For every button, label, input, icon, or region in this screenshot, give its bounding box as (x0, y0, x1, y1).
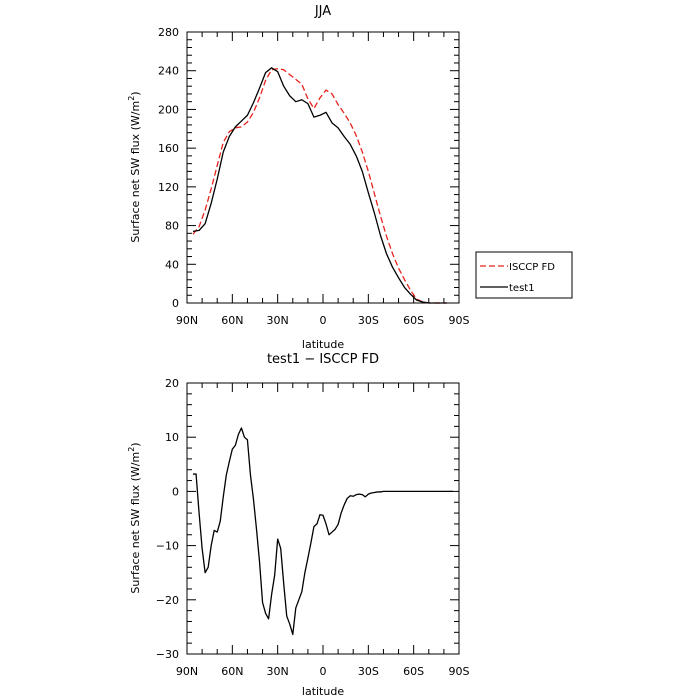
bottom-plot-frame (186, 382, 460, 655)
x-tick-label: 0 (320, 314, 327, 327)
x-tick-label: 60N (221, 314, 243, 327)
top-y-axis-label: Surface net SW flux (W/m2) (127, 91, 142, 242)
top-chart-title: JJA (314, 4, 331, 19)
x-tick-label: 30S (358, 314, 379, 327)
y-tick-label: 120 (158, 181, 179, 194)
x-tick-label: 30N (267, 314, 289, 327)
top-series-group (192, 67, 447, 304)
top-x-axis-label: latitude (302, 338, 344, 351)
series-line-isccp-fd (192, 68, 447, 304)
legend-box (475, 251, 573, 299)
y-tick-label: 200 (158, 103, 179, 116)
legend: ISCCP FD test1 (475, 251, 573, 299)
bottom-y-axis-label-close: ) (129, 442, 142, 446)
top-plot-frame (186, 31, 460, 304)
top-x-tick-labels: 90N 60N 30N 0 30S 60S 90S (176, 314, 470, 327)
top-y-axis-label-close: ) (129, 91, 142, 95)
x-tick-label: 90S (449, 314, 470, 327)
top-y-tick-labels: 0 40 80 120 160 200 240 280 (158, 26, 179, 310)
y-tick-label: 0 (172, 297, 179, 310)
x-tick-label: 90S (449, 665, 470, 678)
x-tick-label: 90N (176, 314, 198, 327)
x-tick-label: 60S (403, 665, 424, 678)
y-tick-label: −30 (156, 648, 179, 661)
bottom-chart-title: test1 − ISCCP FD (267, 352, 379, 367)
bottom-x-axis-label: latitude (302, 685, 344, 698)
x-tick-label: 60S (403, 314, 424, 327)
x-tick-label: 30S (358, 665, 379, 678)
y-tick-label: 10 (165, 431, 179, 444)
bottom-chart-panel: test1 − ISCCP FD 90N 60N 30N 0 30S 60S 90S −30… (127, 352, 470, 698)
y-tick-label: 280 (158, 26, 179, 39)
y-tick-label: 160 (158, 142, 179, 155)
bottom-x-tick-labels: 90N 60N 30N 0 30S 60S 90S (176, 665, 470, 678)
legend-label-test1: test1 (509, 283, 535, 294)
x-tick-label: 60N (221, 665, 243, 678)
top-axis-ticks (186, 31, 460, 304)
bottom-series-group (193, 427, 453, 636)
x-tick-label: 30N (267, 665, 289, 678)
bottom-y-axis-label-superscript: 2 (127, 447, 136, 452)
top-y-axis-label-superscript: 2 (127, 96, 136, 101)
y-tick-label: 240 (158, 65, 179, 78)
bottom-y-axis-label: Surface net SW flux (W/m2) (127, 442, 142, 593)
top-chart-panel: JJA 90N 60N 30N 0 30S 60S 90S 0 40 80 120 160 200 24… (127, 4, 470, 351)
bottom-y-tick-labels: −30 −20 −10 0 10 20 (156, 377, 179, 661)
legend-label-isccp-fd: ISCCP FD (509, 262, 555, 273)
x-tick-label: 90N (176, 665, 198, 678)
bottom-y-axis-label-main: Surface net SW flux (W/m (129, 452, 142, 594)
y-tick-label: −10 (156, 540, 179, 553)
top-y-axis-label-main: Surface net SW flux (W/m (129, 101, 142, 243)
series-line-difference (193, 427, 453, 636)
x-tick-label: 0 (320, 665, 327, 678)
y-tick-label: 40 (165, 258, 179, 271)
series-line-test1 (192, 67, 447, 304)
y-tick-label: −20 (156, 594, 179, 607)
y-tick-label: 0 (172, 485, 179, 498)
y-tick-label: 80 (165, 220, 179, 233)
bottom-axis-ticks (186, 382, 460, 655)
y-tick-label: 20 (165, 377, 179, 390)
